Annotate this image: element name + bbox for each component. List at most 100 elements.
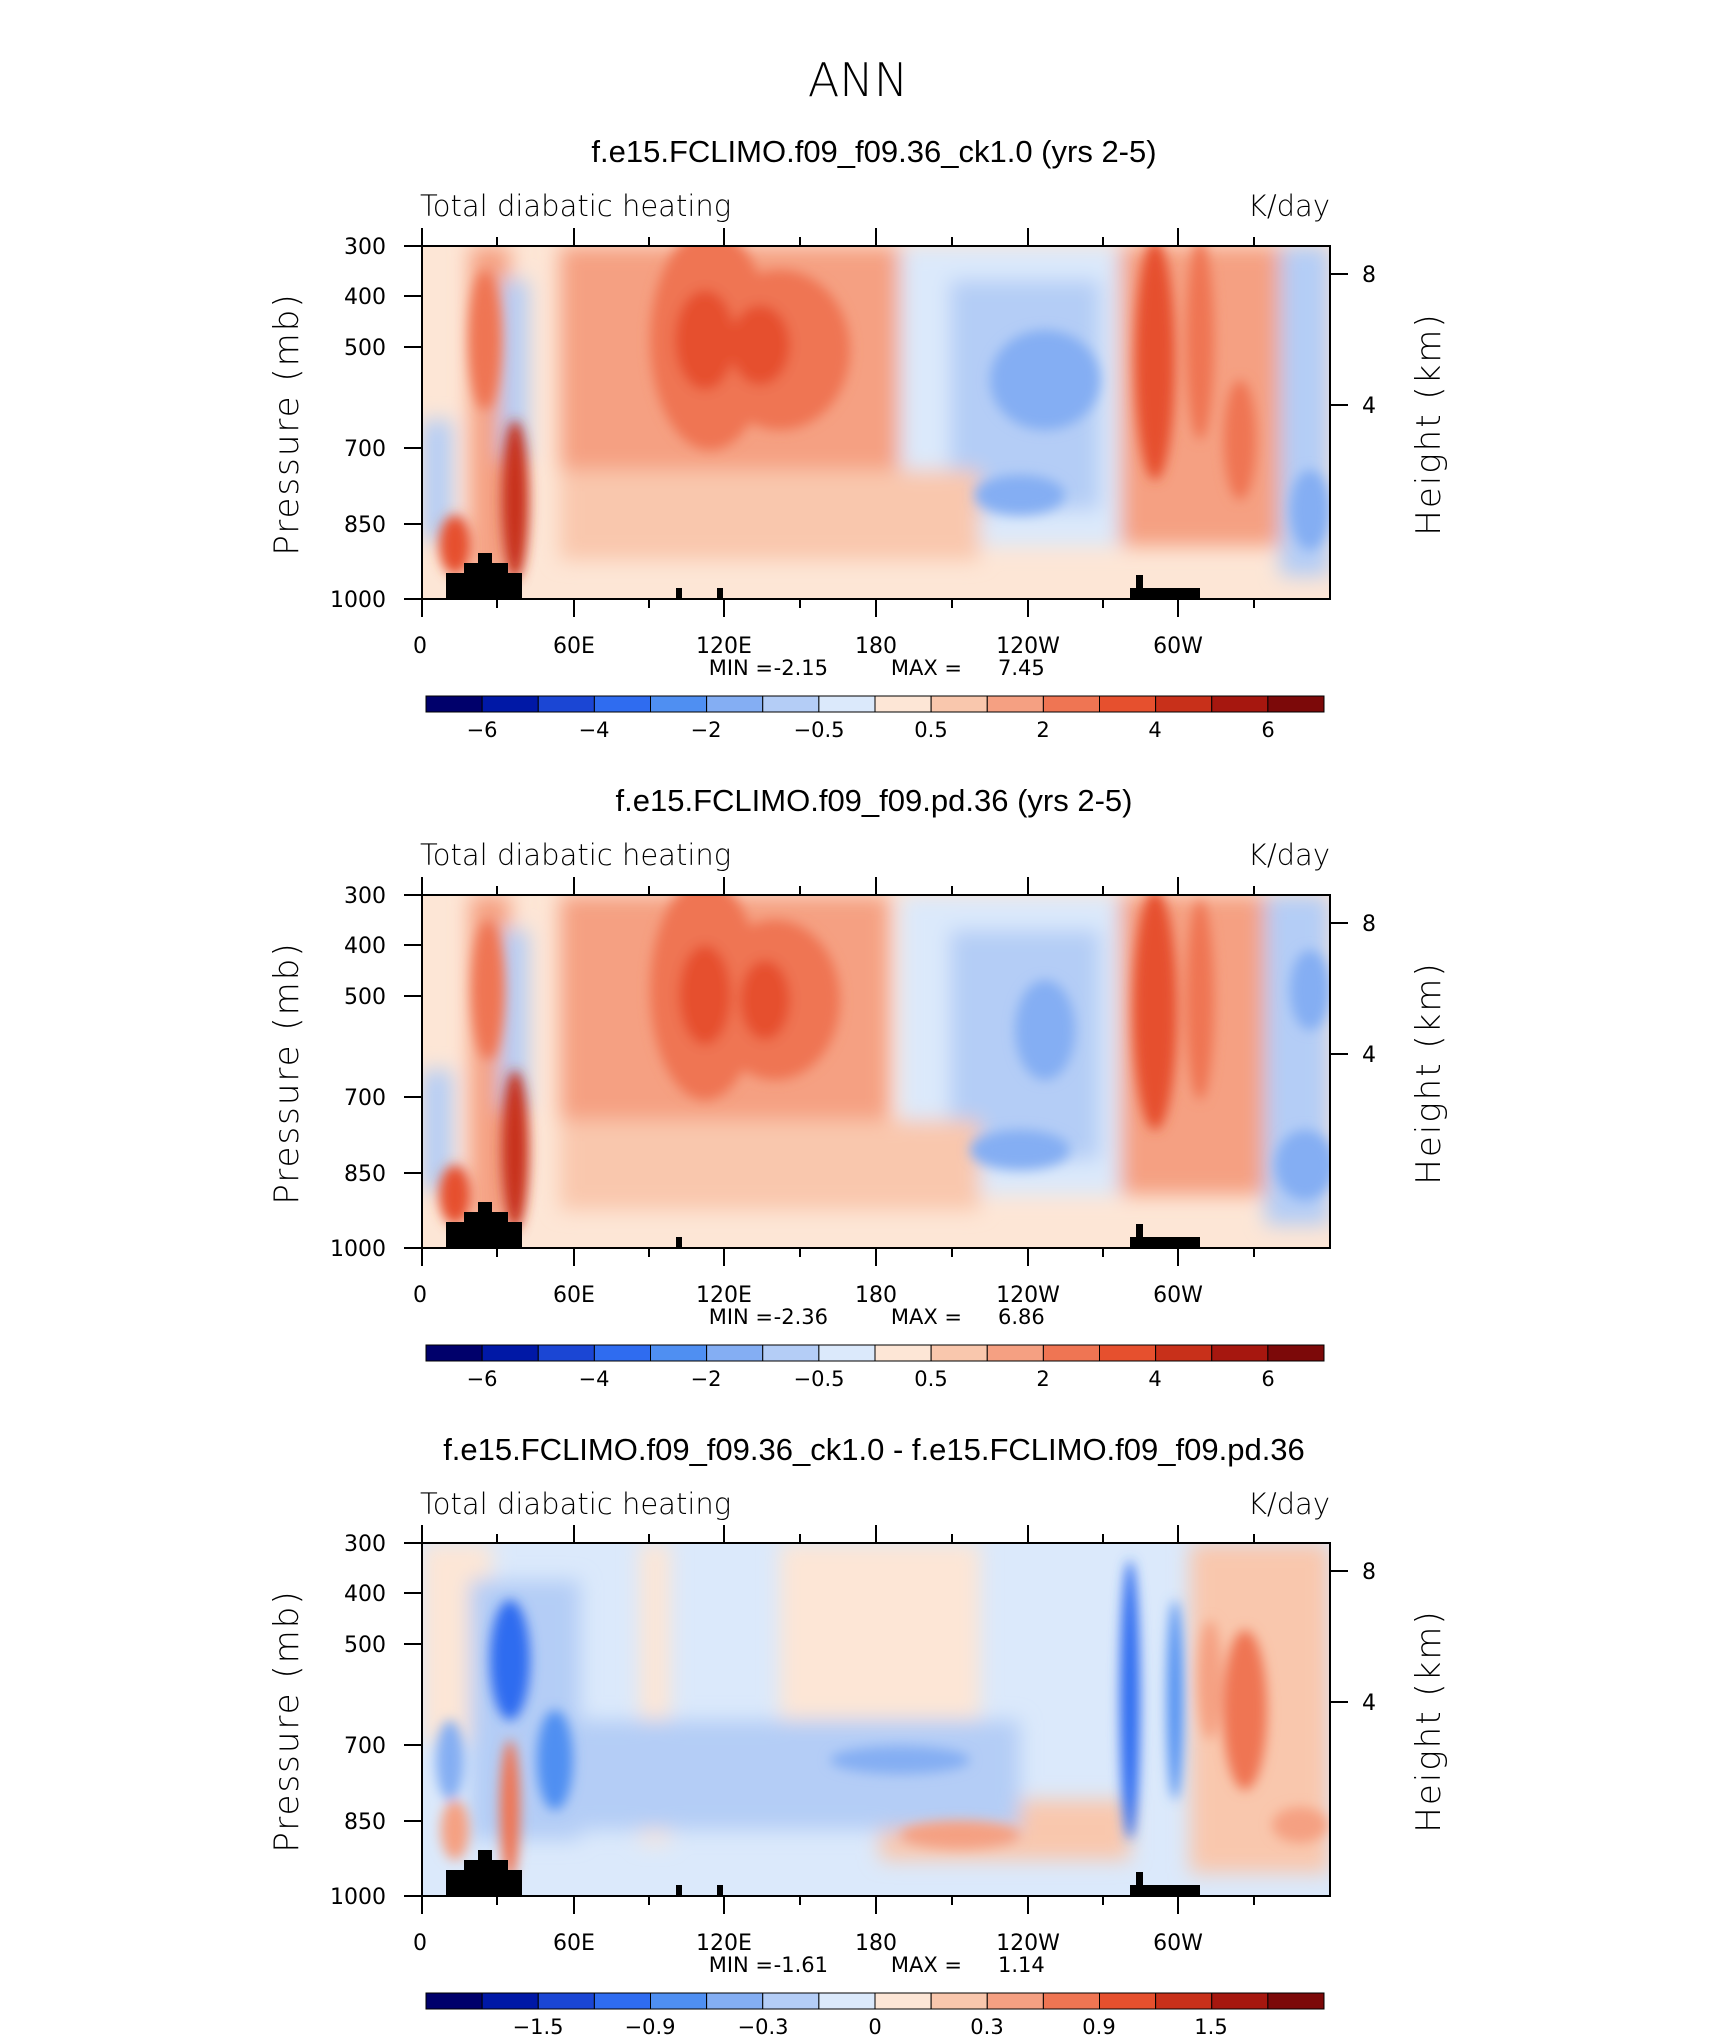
colorbar-label: −0.9	[625, 2015, 676, 2038]
colorbar-swatch	[1211, 1344, 1269, 1362]
pressure-tick: 400	[344, 1582, 386, 1607]
panel-2-title: f.e15.FCLIMO.f09_f09.pd.36 (yrs 2-5)	[616, 783, 1133, 818]
colorbar-swatch	[1155, 695, 1213, 713]
longitude-tick: 180	[855, 634, 897, 659]
pressure-tick: 1000	[330, 1237, 386, 1262]
colorbar-swatch	[762, 1992, 820, 2010]
colorbar-label: 6	[1261, 1367, 1274, 1391]
min-value: -2.15	[774, 656, 828, 680]
longitude-tick: 0	[413, 634, 427, 659]
colorbar-swatch	[818, 695, 876, 713]
colorbar-swatch	[481, 1992, 539, 2010]
max-value: 6.86	[998, 1305, 1045, 1329]
min-label: MIN =	[709, 656, 773, 680]
colorbar-label: 6	[1261, 718, 1274, 742]
colorbar-label: 0.9	[1082, 2015, 1115, 2038]
colorbar-swatch	[425, 1992, 483, 2010]
colorbar-swatch	[1155, 1344, 1213, 1362]
height-axis-label: Height (km)	[1409, 1609, 1449, 1832]
colorbar-label: 0	[868, 2015, 881, 2038]
panel-2-axes: 300 400 500 700 850 1000 8 4	[267, 877, 1449, 1308]
colorbar-swatch	[650, 1344, 708, 1362]
max-label: MAX =	[891, 656, 962, 680]
colorbar-swatch	[1267, 1992, 1325, 2010]
panel-1-title: f.e15.FCLIMO.f09_f09.36_ck1.0 (yrs 2-5)	[591, 134, 1156, 169]
colorbar-label: −0.5	[794, 1367, 845, 1391]
pressure-tick: 300	[344, 235, 386, 260]
panel-2-units-label: K/day	[1248, 838, 1330, 872]
colorbar-swatch	[481, 695, 539, 713]
colorbar-swatch	[1211, 695, 1269, 713]
panel-3: f.e15.FCLIMO.f09_f09.36_ck1.0 - f.e15.FC…	[267, 1432, 1449, 2038]
colorbar-swatch	[1211, 1992, 1269, 2010]
panel-3-title: f.e15.FCLIMO.f09_f09.36_ck1.0 - f.e15.FC…	[443, 1432, 1305, 1467]
colorbar-swatch	[818, 1344, 876, 1362]
panel-1-axes: 300 400 500 700 850 1000 8 4	[267, 228, 1449, 659]
pressure-tick: 850	[344, 1162, 386, 1187]
colorbar-label: 0.3	[970, 2015, 1003, 2038]
colorbar-label: 4	[1148, 1367, 1161, 1391]
height-tick: 8	[1362, 1560, 1376, 1585]
colorbar-swatch	[1042, 1344, 1100, 1362]
pressure-tick: 1000	[330, 588, 386, 613]
panel-2-colorbar	[425, 1344, 1325, 1362]
height-tick: 8	[1362, 263, 1376, 288]
height-tick: 8	[1362, 912, 1376, 937]
height-axis-label: Height (km)	[1409, 312, 1449, 535]
longitude-tick: 180	[855, 1931, 897, 1956]
colorbar-swatch	[930, 1992, 988, 2010]
pressure-tick: 500	[344, 1633, 386, 1658]
height-axis-label: Height (km)	[1409, 961, 1449, 1184]
colorbar-label: −1.5	[513, 2015, 564, 2038]
height-tick: 4	[1362, 1043, 1376, 1068]
colorbar-swatch	[818, 1992, 876, 2010]
colorbar-swatch	[986, 1992, 1044, 2010]
colorbar-swatch	[593, 695, 651, 713]
longitude-tick: 0	[413, 1283, 427, 1308]
pressure-tick: 500	[344, 985, 386, 1010]
colorbar-label: −4	[579, 718, 610, 742]
colorbar-swatch	[930, 695, 988, 713]
colorbar-swatch	[930, 1344, 988, 1362]
colorbar-swatch	[425, 1344, 483, 1362]
colorbar-swatch	[537, 1344, 595, 1362]
panel-3-heatmap	[422, 1543, 1330, 1896]
panel-2: f.e15.FCLIMO.f09_f09.pd.36 (yrs 2-5) Tot…	[267, 783, 1449, 1391]
longitude-tick: 60E	[553, 1931, 595, 1956]
colorbar-swatch	[1155, 1992, 1213, 2010]
max-label: MAX =	[891, 1953, 962, 1977]
height-tick: 4	[1362, 394, 1376, 419]
max-label: MAX =	[891, 1305, 962, 1329]
colorbar-swatch	[650, 695, 708, 713]
min-label: MIN =	[709, 1305, 773, 1329]
colorbar-swatch	[425, 695, 483, 713]
longitude-tick: 120W	[996, 1931, 1060, 1956]
colorbar-swatch	[874, 1992, 932, 2010]
colorbar-label: 0.5	[914, 1367, 947, 1391]
colorbar-label: −0.3	[738, 2015, 789, 2038]
colorbar-label: 1.5	[1194, 2015, 1227, 2038]
colorbar-swatch	[593, 1344, 651, 1362]
panel-3-axes: 300 400 500 700 850 1000 8 4	[267, 1525, 1449, 1956]
colorbar-swatch	[1099, 1992, 1157, 2010]
colorbar-swatch	[1099, 695, 1157, 713]
longitude-tick: 120E	[696, 1931, 752, 1956]
colorbar-swatch	[1267, 1344, 1325, 1362]
panel-3-units-label: K/day	[1248, 1487, 1330, 1521]
pressure-tick: 400	[344, 285, 386, 310]
colorbar-swatch	[537, 1992, 595, 2010]
colorbar-swatch	[1042, 695, 1100, 713]
pressure-tick: 700	[344, 1734, 386, 1759]
colorbar-swatch	[650, 1992, 708, 2010]
colorbar-swatch	[986, 1344, 1044, 1362]
pressure-tick: 850	[344, 1810, 386, 1835]
min-label: MIN =	[709, 1953, 773, 1977]
colorbar-swatch	[762, 695, 820, 713]
max-value: 7.45	[998, 656, 1045, 680]
colorbar-swatch	[874, 695, 932, 713]
min-value: -2.36	[774, 1305, 828, 1329]
panel-1: f.e15.FCLIMO.f09_f09.36_ck1.0 (yrs 2-5) …	[267, 134, 1449, 742]
colorbar-label: −2	[691, 718, 722, 742]
pressure-axis-label: Pressure (mb)	[267, 292, 307, 555]
colorbar-swatch	[537, 695, 595, 713]
